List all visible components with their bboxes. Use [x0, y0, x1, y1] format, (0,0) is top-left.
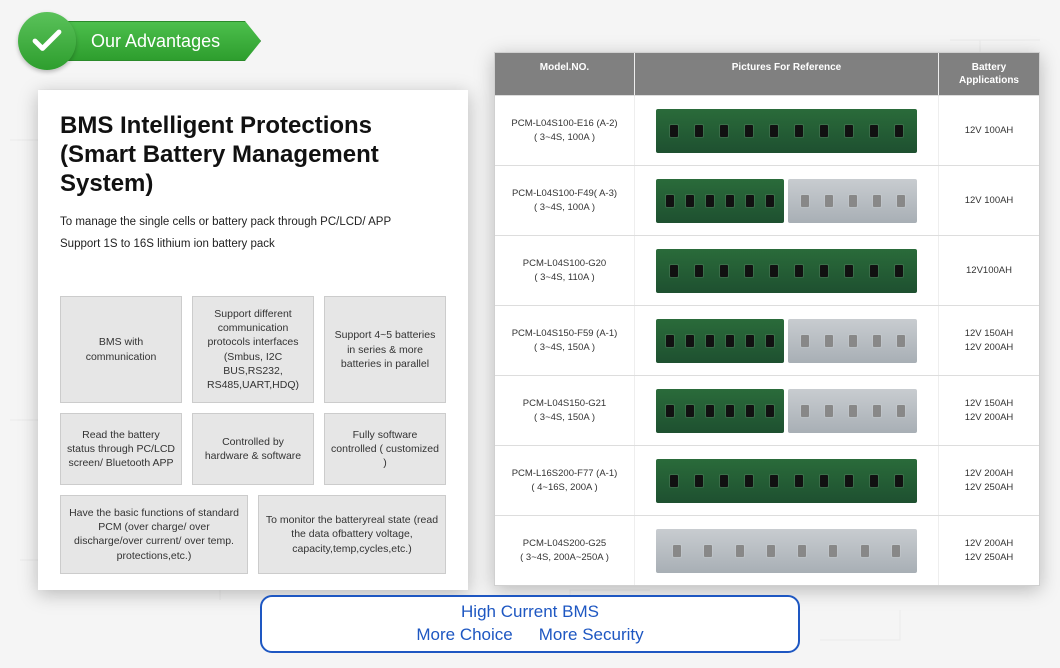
feature-cell-wide: To monitor the batteryreal state (read t…: [258, 495, 446, 574]
app-cell: 12V 100AH: [939, 96, 1039, 165]
app-cell: 12V 200AH12V 250AH: [939, 446, 1039, 515]
model-cell: PCM-L04S100-G20( 3~4S, 110A ): [495, 236, 635, 305]
desc-line: To manage the single cells or battery pa…: [60, 212, 446, 234]
picture-cell: [635, 306, 939, 375]
panel-title: BMS Intelligent Protections (Smart Batte…: [60, 112, 446, 198]
model-cell: PCM-L04S150-G21( 3~4S, 150A ): [495, 376, 635, 445]
table-row: PCM-L16S200-F77 (A-1)( 4~16S, 200A ) 12V …: [495, 445, 1039, 515]
model-cell: PCM-L04S150-F59 (A-1)( 3~4S, 150A ): [495, 306, 635, 375]
model-cell: PCM-L04S100-E16 (A-2)( 3~4S, 100A ): [495, 96, 635, 165]
advantages-badge: Our Advantages: [18, 12, 261, 70]
col-apps: Battery Applications: [939, 53, 1039, 95]
table-row: PCM-L04S150-G21( 3~4S, 150A ) 12V 150AH12…: [495, 375, 1039, 445]
table-row: PCM-L04S150-F59 (A-1)( 3~4S, 150A ) 12V 1…: [495, 305, 1039, 375]
app-cell: 12V 200AH12V 250AH: [939, 516, 1039, 585]
product-table: Model.NO. Pictures For Reference Battery…: [494, 52, 1040, 586]
app-cell: 12V100AH: [939, 236, 1039, 305]
bottom-callout: High Current BMS More Choice More Securi…: [260, 595, 800, 653]
app-cell: 12V 150AH12V 200AH: [939, 376, 1039, 445]
picture-cell: [635, 446, 939, 515]
col-model: Model.NO.: [495, 53, 635, 95]
feature-cell: Support different communication protocol…: [192, 296, 314, 403]
callout-line2a: More Choice: [416, 624, 512, 647]
picture-cell: [635, 166, 939, 235]
check-icon: [18, 12, 76, 70]
left-panel: BMS Intelligent Protections (Smart Batte…: [38, 90, 468, 590]
model-cell: PCM-L04S100-F49( A-3)( 3~4S, 100A ): [495, 166, 635, 235]
feature-cell: BMS with communication: [60, 296, 182, 403]
picture-cell: [635, 516, 939, 585]
feature-grid: BMS with communicationSupport different …: [60, 296, 446, 485]
table-row: PCM-L04S200-G25( 3~4S, 200A~250A ) 12V 20…: [495, 515, 1039, 585]
advantages-banner: Our Advantages: [60, 21, 261, 61]
feature-cell: Support 4~5 batteries in series & more b…: [324, 296, 446, 403]
feature-cell: Controlled by hardware & software: [192, 413, 314, 485]
table-row: PCM-L04S100-E16 (A-2)( 3~4S, 100A ) 12V 1…: [495, 95, 1039, 165]
picture-cell: [635, 96, 939, 165]
panel-description: To manage the single cells or battery pa…: [60, 212, 446, 256]
feature-wide-row: Have the basic functions of standard PCM…: [60, 495, 446, 574]
table-body: PCM-L04S100-E16 (A-2)( 3~4S, 100A ) 12V 1…: [495, 95, 1039, 585]
model-cell: PCM-L16S200-F77 (A-1)( 4~16S, 200A ): [495, 446, 635, 515]
picture-cell: [635, 376, 939, 445]
feature-cell: Read the battery status through PC/LCD s…: [60, 413, 182, 485]
feature-cell: Fully software controlled ( customized ): [324, 413, 446, 485]
app-cell: 12V 150AH12V 200AH: [939, 306, 1039, 375]
table-row: PCM-L04S100-F49( A-3)( 3~4S, 100A ) 12V 1…: [495, 165, 1039, 235]
desc-line: Support 1S to 16S lithium ion battery pa…: [60, 234, 446, 256]
model-cell: PCM-L04S200-G25( 3~4S, 200A~250A ): [495, 516, 635, 585]
callout-line2b: More Security: [539, 624, 644, 647]
table-row: PCM-L04S100-G20( 3~4S, 110A ) 12V100AH: [495, 235, 1039, 305]
feature-cell-wide: Have the basic functions of standard PCM…: [60, 495, 248, 574]
app-cell: 12V 100AH: [939, 166, 1039, 235]
table-header: Model.NO. Pictures For Reference Battery…: [495, 53, 1039, 95]
col-pictures: Pictures For Reference: [635, 53, 939, 95]
callout-line1: High Current BMS: [461, 601, 599, 624]
picture-cell: [635, 236, 939, 305]
